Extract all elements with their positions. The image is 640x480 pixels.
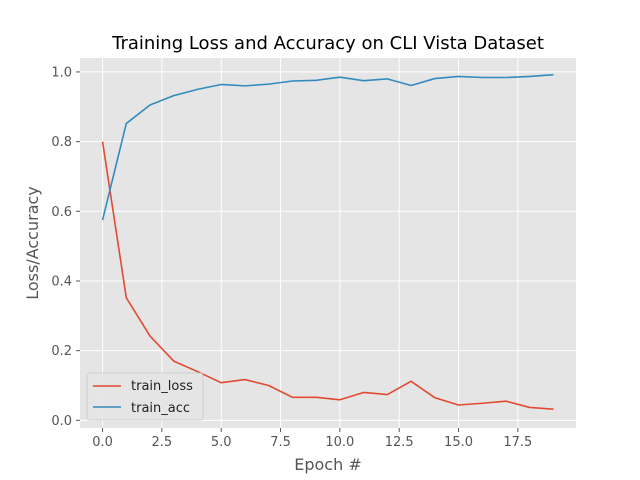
series-line-train-loss [101, 141, 554, 410]
y-tick-label: 0.0 [51, 414, 72, 429]
x-tick-label: 7.5 [270, 435, 291, 450]
y-axis-label: Loss/Accuracy [23, 186, 42, 300]
x-tick-label: 15.0 [444, 435, 473, 450]
grid-lines [80, 58, 576, 428]
y-tick-label: 1.0 [51, 65, 72, 80]
plot-background [80, 58, 576, 428]
y-tick-label: 0.8 [51, 135, 72, 150]
x-tick-label: 12.5 [385, 435, 414, 450]
x-tick-label: 17.5 [503, 435, 532, 450]
legend-box [86, 372, 204, 421]
y-tick-label: 0.6 [51, 205, 72, 220]
legend-label-train-loss: train_loss [131, 379, 193, 394]
legend-label-train-acc: train_acc [131, 401, 190, 416]
series-line-train-acc [101, 73, 554, 221]
y-ticks: 0.0 0.2 0.4 0.6 0.8 1.0 [51, 65, 80, 429]
x-axis-label: Epoch # [294, 455, 361, 474]
y-tick-label: 0.2 [51, 344, 72, 359]
x-tick-label: 2.5 [152, 435, 173, 450]
chart-title: Training Loss and Accuracy on CLI Vista … [111, 33, 544, 54]
x-tick-label: 0.0 [92, 435, 113, 450]
y-tick-label: 0.4 [51, 274, 72, 289]
x-tick-label: 10.0 [325, 435, 354, 450]
x-tick-label: 5.0 [211, 435, 232, 450]
legend: train_loss train_acc [86, 372, 204, 421]
x-ticks: 0.0 2.5 5.0 7.5 10.0 12.5 15.0 17.5 [92, 428, 532, 450]
series-lines [101, 73, 554, 410]
